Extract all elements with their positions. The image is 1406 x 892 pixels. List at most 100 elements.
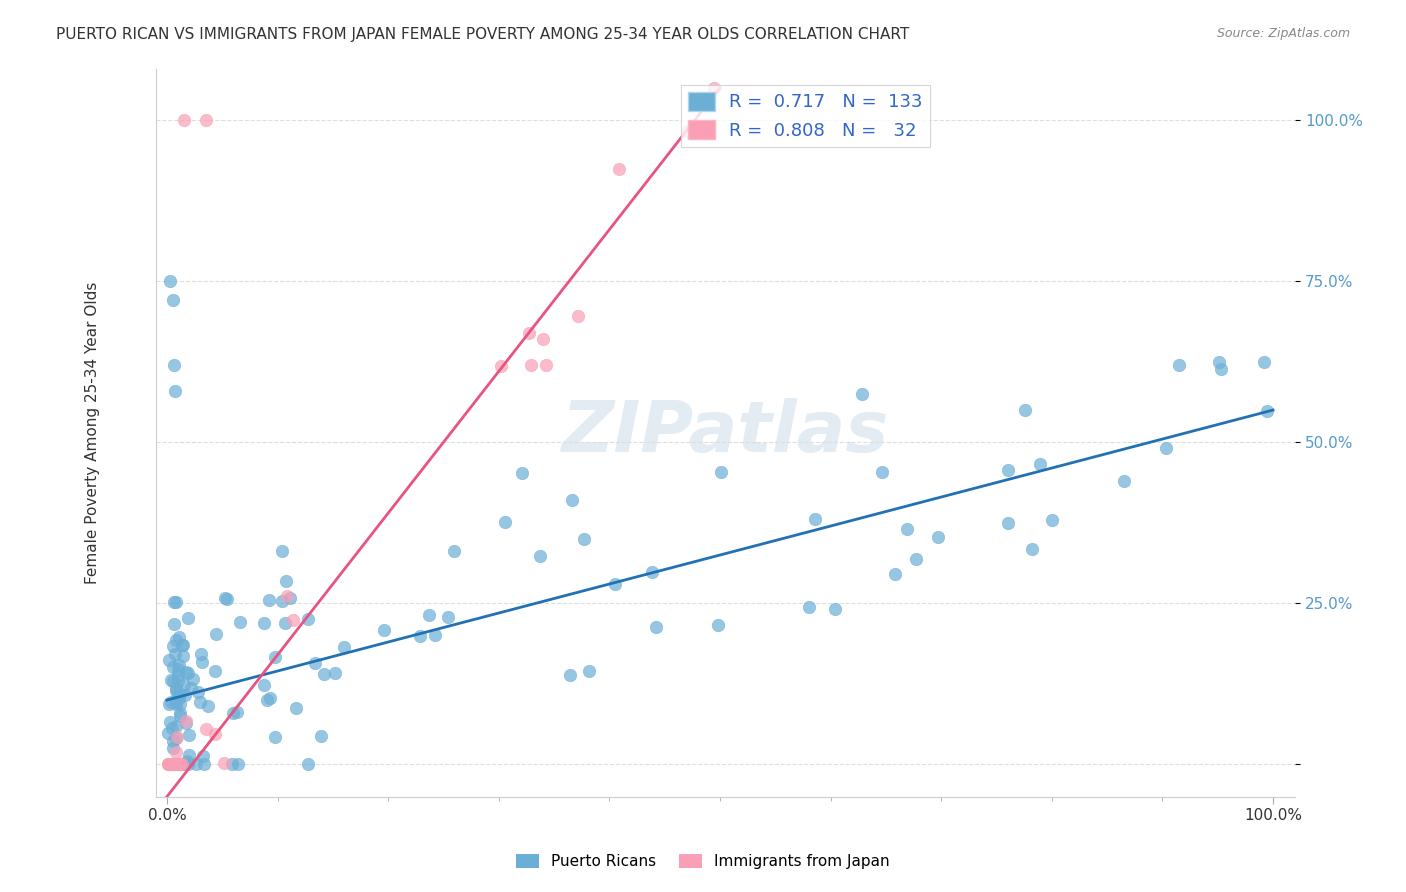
Point: [707, 617, 730, 632]
Point: [510, 467, 533, 481]
Point: [797, 599, 820, 614]
Point: [156, 725, 179, 739]
Point: [165, 632, 187, 647]
Point: [190, 655, 212, 669]
Point: [180, 681, 202, 695]
Point: [278, 591, 301, 605]
Point: [264, 650, 287, 665]
Point: [166, 667, 188, 681]
Point: [253, 616, 276, 631]
Point: [297, 757, 319, 772]
Point: [162, 659, 184, 673]
Point: [172, 757, 194, 772]
Point: [534, 358, 557, 372]
Point: [436, 610, 458, 624]
Point: [1014, 402, 1036, 417]
Point: [193, 757, 215, 772]
Point: [263, 731, 285, 745]
Point: [297, 612, 319, 626]
Point: [304, 656, 326, 670]
Point: [603, 577, 626, 591]
Point: [927, 530, 949, 544]
Point: [531, 332, 554, 346]
Point: [162, 740, 184, 755]
Point: [517, 326, 540, 340]
Point: [1209, 361, 1232, 376]
Text: Source: ZipAtlas.com: Source: ZipAtlas.com: [1216, 27, 1350, 40]
Point: [169, 757, 191, 772]
Point: [163, 595, 186, 609]
Legend: R =  0.717   N =  133, R =  0.808   N =   32: R = 0.717 N = 133, R = 0.808 N = 32: [681, 85, 929, 147]
Point: [803, 512, 825, 526]
Point: [678, 124, 700, 138]
Point: [824, 602, 846, 616]
Point: [184, 757, 207, 772]
Point: [190, 648, 212, 662]
Point: [204, 727, 226, 741]
Point: [529, 549, 551, 563]
Point: [165, 757, 187, 772]
Point: [270, 543, 292, 558]
Point: [162, 674, 184, 689]
Point: [997, 516, 1019, 531]
Point: [165, 681, 187, 695]
Point: [703, 80, 725, 95]
Point: [177, 611, 200, 625]
Point: [187, 685, 209, 699]
Point: [179, 728, 201, 742]
Point: [710, 465, 733, 479]
Point: [163, 617, 186, 632]
Point: [163, 358, 186, 372]
Point: [174, 716, 197, 731]
Point: [167, 674, 190, 689]
Point: [157, 653, 180, 667]
Point: [167, 685, 190, 699]
Point: [333, 640, 356, 654]
Point: [172, 638, 194, 652]
Point: [166, 730, 188, 744]
Point: [167, 630, 190, 644]
Point: [160, 673, 183, 687]
Point: [489, 359, 512, 374]
Point: [177, 757, 200, 772]
Point: [159, 715, 181, 730]
Point: [896, 522, 918, 536]
Point: [157, 757, 180, 772]
Point: [169, 697, 191, 711]
Point: [228, 615, 250, 629]
Point: [212, 756, 235, 771]
Point: [195, 723, 218, 737]
Point: [172, 649, 194, 664]
Point: [177, 747, 200, 762]
Point: [221, 757, 243, 772]
Point: [160, 695, 183, 709]
Point: [578, 665, 600, 679]
Point: [1208, 354, 1230, 368]
Point: [157, 697, 180, 711]
Point: [1256, 404, 1278, 418]
Point: [1021, 542, 1043, 557]
Point: [494, 515, 516, 529]
Point: [165, 647, 187, 661]
Point: [162, 757, 184, 772]
Point: [173, 688, 195, 702]
Point: [1114, 474, 1136, 488]
Y-axis label: Female Poverty Among 25-34 Year Olds: Female Poverty Among 25-34 Year Olds: [86, 281, 100, 583]
Point: [174, 714, 197, 728]
Point: [204, 627, 226, 641]
Point: [169, 709, 191, 723]
Point: [165, 595, 187, 609]
Point: [157, 757, 180, 772]
Point: [217, 592, 239, 607]
Point: [1167, 358, 1189, 372]
Point: [197, 698, 219, 713]
Point: [997, 463, 1019, 477]
Point: [163, 757, 186, 772]
Point: [165, 695, 187, 709]
Point: [259, 691, 281, 706]
Point: [285, 701, 308, 715]
Legend: Puerto Ricans, Immigrants from Japan: Puerto Ricans, Immigrants from Japan: [510, 848, 896, 875]
Point: [159, 274, 181, 288]
Point: [226, 757, 249, 772]
Point: [274, 574, 297, 588]
